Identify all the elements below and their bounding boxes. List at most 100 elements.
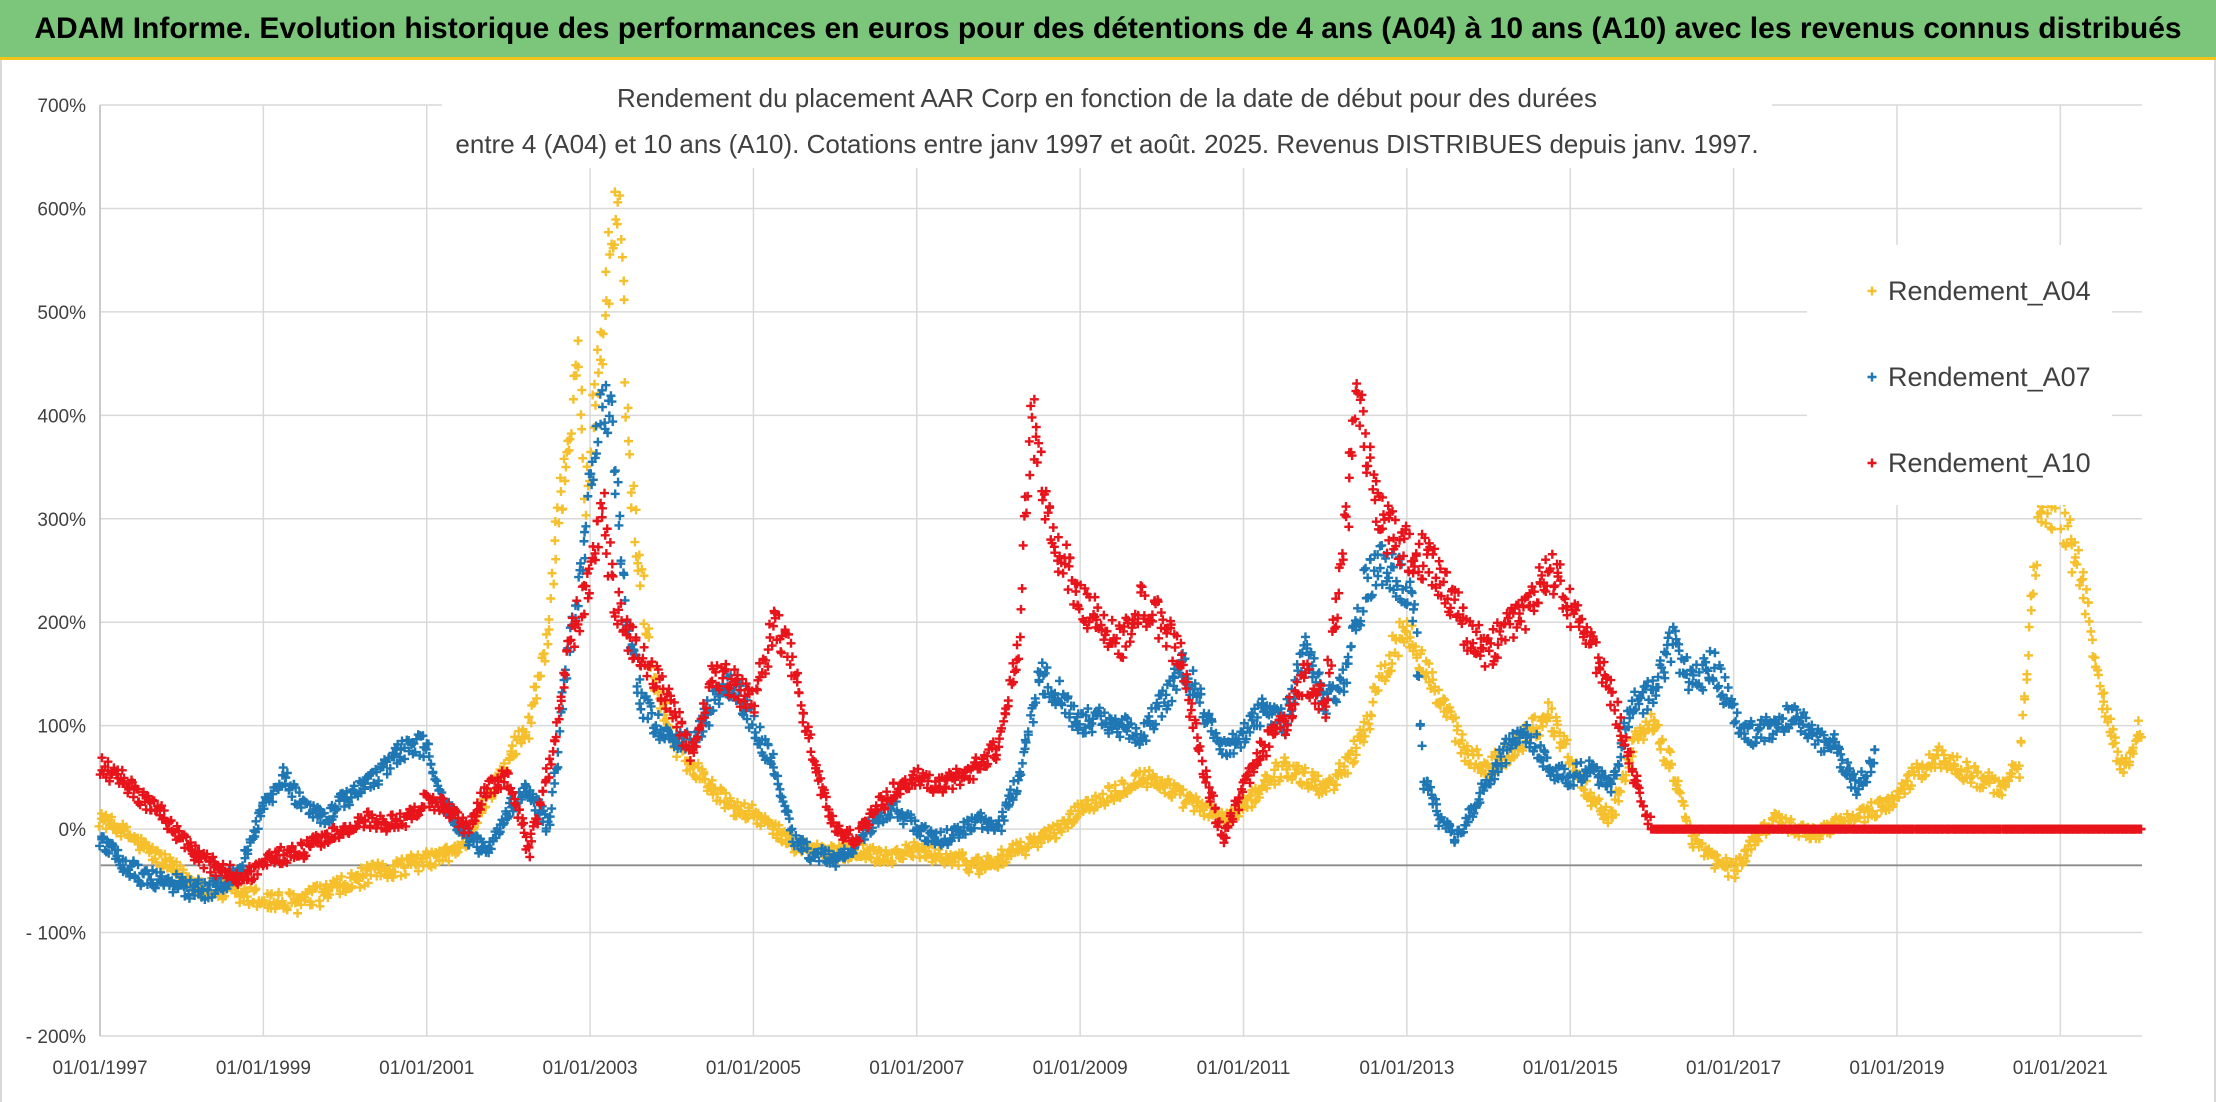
data-point-marker — [592, 345, 602, 355]
data-point-marker — [1090, 592, 1100, 602]
data-point-marker — [1675, 788, 1685, 798]
data-point-marker — [1390, 515, 1400, 525]
data-point-marker — [104, 848, 114, 858]
data-point-marker — [581, 521, 591, 531]
data-point-marker — [1735, 853, 1745, 863]
data-point-marker — [1601, 802, 1611, 812]
data-point-marker — [2102, 704, 2112, 714]
data-point-marker — [577, 424, 587, 434]
data-point-marker — [168, 887, 178, 897]
data-point-marker — [182, 882, 192, 892]
data-point-marker — [583, 593, 593, 603]
data-point-marker — [2042, 508, 2052, 518]
data-point-marker — [2024, 650, 2034, 660]
data-point-marker — [1509, 633, 1518, 643]
grid-lines — [99, 104, 2142, 1037]
data-point-marker — [609, 240, 619, 250]
data-point-marker — [1125, 637, 1135, 647]
data-point-marker — [1154, 633, 1164, 643]
data-point-marker — [1596, 804, 1606, 814]
data-point-marker — [1102, 797, 1112, 807]
data-point-marker — [1244, 791, 1254, 801]
data-point-marker — [664, 684, 674, 694]
data-point-marker — [1027, 412, 1037, 422]
data-point-marker — [1300, 763, 1310, 773]
data-point-marker — [619, 295, 629, 305]
data-point-marker — [2067, 567, 2077, 577]
data-point-marker — [1161, 641, 1171, 651]
data-point-marker — [547, 568, 557, 578]
data-point-marker — [2075, 580, 2085, 590]
data-point-marker — [1331, 780, 1341, 790]
data-point-marker — [1720, 672, 1730, 682]
data-point-marker — [213, 878, 223, 888]
data-point-marker — [1741, 856, 1751, 866]
data-point-marker — [1359, 737, 1369, 747]
data-point-marker — [799, 708, 809, 718]
data-point-marker — [620, 377, 630, 387]
data-point-marker — [109, 819, 119, 829]
data-point-marker — [1963, 763, 1973, 773]
data-point-marker — [1644, 720, 1654, 730]
data-point-marker — [558, 504, 568, 514]
data-point-marker — [292, 908, 302, 918]
data-point-marker — [422, 848, 432, 858]
data-point-marker — [633, 558, 643, 568]
data-point-marker — [635, 699, 645, 709]
data-point-marker — [639, 619, 649, 629]
data-point-marker — [1045, 503, 1055, 513]
data-point-marker — [1942, 764, 1952, 774]
data-point-marker — [2133, 716, 2143, 726]
data-point-marker — [604, 299, 614, 309]
data-point-marker — [1872, 811, 1882, 821]
data-point-marker — [1952, 752, 1962, 762]
data-point-marker — [526, 718, 536, 728]
data-point-marker — [1666, 760, 1676, 770]
data-point-marker — [616, 234, 626, 244]
data-point-marker — [1660, 673, 1670, 683]
data-point-marker — [601, 549, 611, 559]
data-point-marker — [190, 891, 200, 901]
data-point-marker — [1417, 645, 1427, 655]
data-point-marker — [543, 639, 553, 649]
data-point-marker — [580, 527, 590, 537]
data-point-marker — [2041, 518, 2051, 528]
data-point-marker — [1408, 616, 1418, 626]
data-point-marker — [2136, 732, 2146, 742]
data-point-marker — [1042, 663, 1052, 673]
data-point-marker — [122, 822, 132, 832]
data-point-marker — [547, 804, 557, 814]
data-point-marker — [536, 671, 546, 681]
data-point-marker — [2110, 733, 2120, 743]
data-point-marker — [1407, 588, 1417, 598]
data-point-marker — [241, 887, 251, 897]
data-point-marker — [1610, 810, 1620, 820]
data-point-marker — [626, 488, 636, 498]
data-point-marker — [623, 403, 633, 413]
data-point-marker — [2063, 521, 2073, 531]
data-point-marker — [133, 860, 143, 870]
data-point-marker — [629, 481, 639, 491]
data-point-marker — [611, 214, 621, 224]
data-point-marker — [614, 520, 624, 530]
data-point-marker — [2000, 782, 2010, 792]
data-point-marker — [550, 778, 560, 788]
data-point-marker — [1704, 844, 1714, 854]
data-point-marker — [541, 629, 551, 639]
data-point-marker — [1016, 604, 1026, 614]
chart-area: Rendement du placement AAR Corp en fonct… — [0, 60, 2216, 1102]
data-point-marker — [1730, 873, 1740, 883]
data-point-marker — [1361, 428, 1371, 438]
data-point-marker — [335, 889, 345, 899]
data-point-marker — [1417, 741, 1427, 751]
data-point-marker — [626, 503, 636, 513]
data-point-marker — [787, 652, 797, 662]
data-point-marker — [1359, 565, 1369, 575]
data-point-marker — [996, 845, 1006, 855]
data-point-marker — [644, 632, 654, 642]
data-point-marker — [1119, 779, 1129, 789]
data-point-marker — [1034, 677, 1044, 687]
data-point-marker — [1854, 813, 1864, 823]
series-Rendement_A07 — [95, 380, 1880, 905]
data-point-marker — [954, 861, 964, 871]
